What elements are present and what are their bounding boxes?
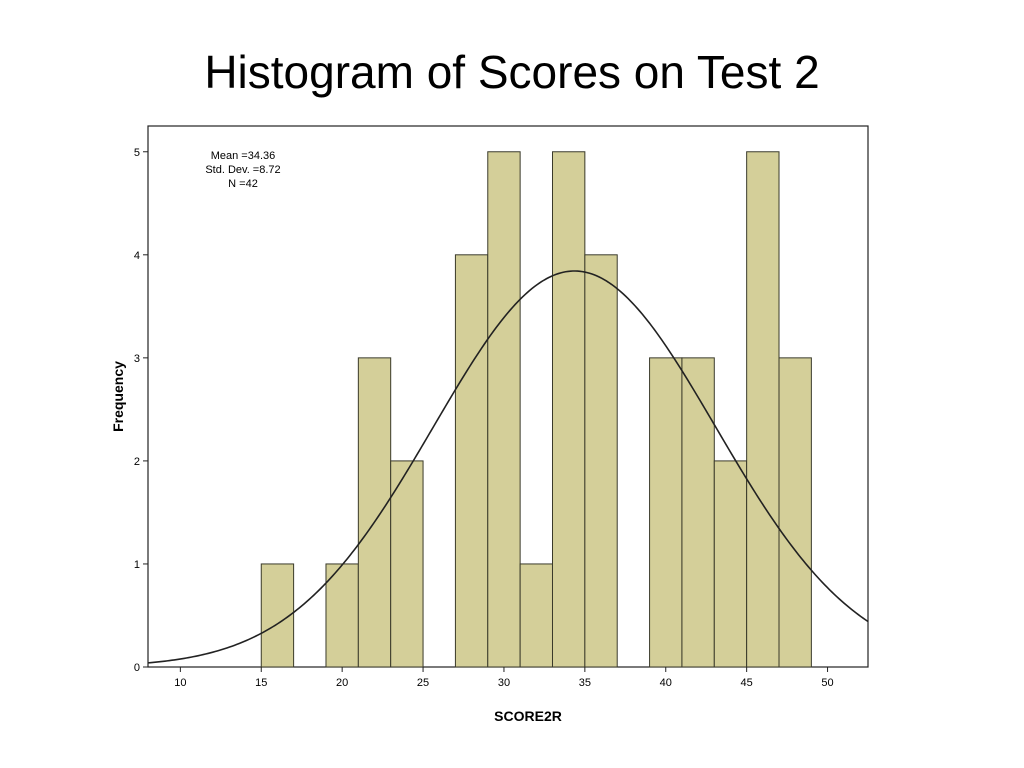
x-tick-label: 20 <box>336 677 348 689</box>
normal-curve <box>147 270 869 664</box>
histogram-bar <box>551 151 586 668</box>
bars-group <box>260 151 812 668</box>
histogram-bar <box>746 151 780 668</box>
histogram-bar <box>649 357 683 668</box>
x-tick-label: 45 <box>741 677 753 689</box>
stat-n: N =42 <box>228 178 258 190</box>
x-tick-label: 25 <box>417 677 429 689</box>
y-tick-label: 2 <box>134 456 140 468</box>
histogram-bar <box>584 254 618 668</box>
histogram-bar <box>325 563 359 668</box>
histogram-bar <box>390 460 424 668</box>
y-axis-label: Frequency <box>110 361 126 432</box>
y-tick-label: 5 <box>134 147 140 159</box>
x-tick-label: 10 <box>174 677 186 689</box>
histogram-bar <box>713 460 748 668</box>
x-axis: 10 15 20 25 30 35 40 45 50 <box>174 667 834 689</box>
histogram-bar <box>357 357 392 668</box>
histogram-bar <box>519 563 553 668</box>
slide-title: Histogram of Scores on Test 2 <box>204 46 820 98</box>
y-tick-label: 3 <box>134 353 140 365</box>
x-tick-label: 40 <box>660 677 672 689</box>
y-axis: 0 1 2 3 4 5 <box>134 147 148 674</box>
histogram-bar <box>454 254 489 668</box>
x-tick-label: 35 <box>579 677 591 689</box>
stat-std-dev: Std. Dev. =8.72 <box>205 164 280 176</box>
histogram-bar <box>681 357 715 668</box>
x-tick-label: 50 <box>821 677 833 689</box>
x-tick-label: 15 <box>255 677 267 689</box>
y-tick-label: 1 <box>134 559 140 571</box>
stat-mean: Mean =34.36 <box>211 150 276 162</box>
x-tick-label: 30 <box>498 677 510 689</box>
histogram-bar <box>778 357 812 668</box>
y-tick-label: 0 <box>134 662 140 674</box>
histogram-bar <box>487 151 521 668</box>
x-axis-label: SCORE2R <box>494 708 562 724</box>
y-tick-label: 4 <box>134 250 140 262</box>
